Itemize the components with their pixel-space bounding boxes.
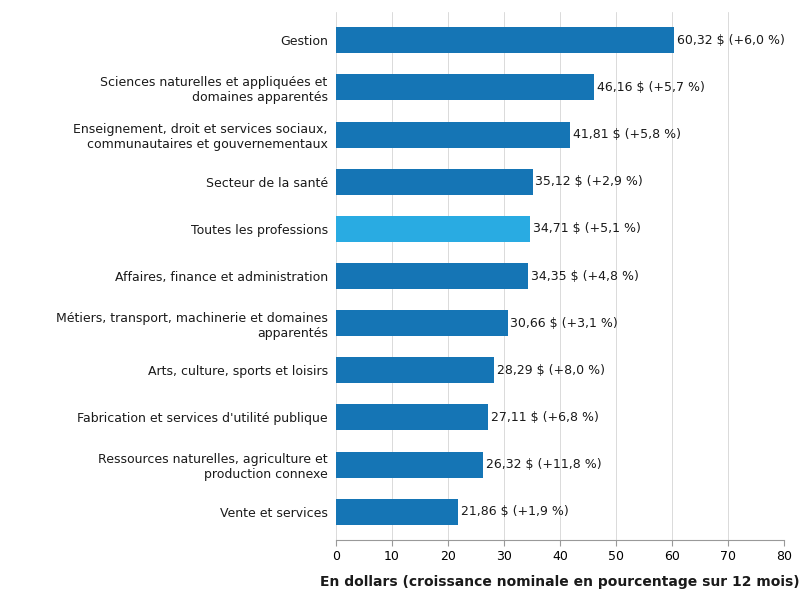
Bar (336, 310, 508, 336)
Text: 21,86 $ (+1,9 %): 21,86 $ (+1,9 %) (462, 505, 569, 518)
Text: 34,71 $ (+5,1 %): 34,71 $ (+5,1 %) (533, 223, 641, 235)
Bar (336, 216, 530, 242)
Text: 26,32 $ (+11,8 %): 26,32 $ (+11,8 %) (486, 458, 602, 471)
Text: 60,32 $ (+6,0 %): 60,32 $ (+6,0 %) (677, 34, 785, 47)
Bar (336, 499, 458, 524)
Bar (336, 169, 533, 194)
Bar (336, 452, 483, 478)
Bar (336, 404, 488, 430)
Text: 30,66 $ (+3,1 %): 30,66 $ (+3,1 %) (510, 317, 618, 329)
Text: 46,16 $ (+5,7 %): 46,16 $ (+5,7 %) (598, 81, 705, 94)
X-axis label: En dollars (croissance nominale en pourcentage sur 12 mois): En dollars (croissance nominale en pourc… (320, 575, 800, 589)
Text: 27,11 $ (+6,8 %): 27,11 $ (+6,8 %) (490, 411, 598, 424)
Text: 28,29 $ (+8,0 %): 28,29 $ (+8,0 %) (498, 364, 606, 377)
Text: 35,12 $ (+2,9 %): 35,12 $ (+2,9 %) (535, 175, 643, 188)
Bar (336, 358, 494, 383)
Bar (336, 122, 570, 148)
Bar (336, 28, 674, 53)
Bar (336, 263, 528, 289)
Text: 34,35 $ (+4,8 %): 34,35 $ (+4,8 %) (531, 269, 639, 283)
Bar (336, 74, 594, 100)
Text: 41,81 $ (+5,8 %): 41,81 $ (+5,8 %) (573, 128, 681, 141)
